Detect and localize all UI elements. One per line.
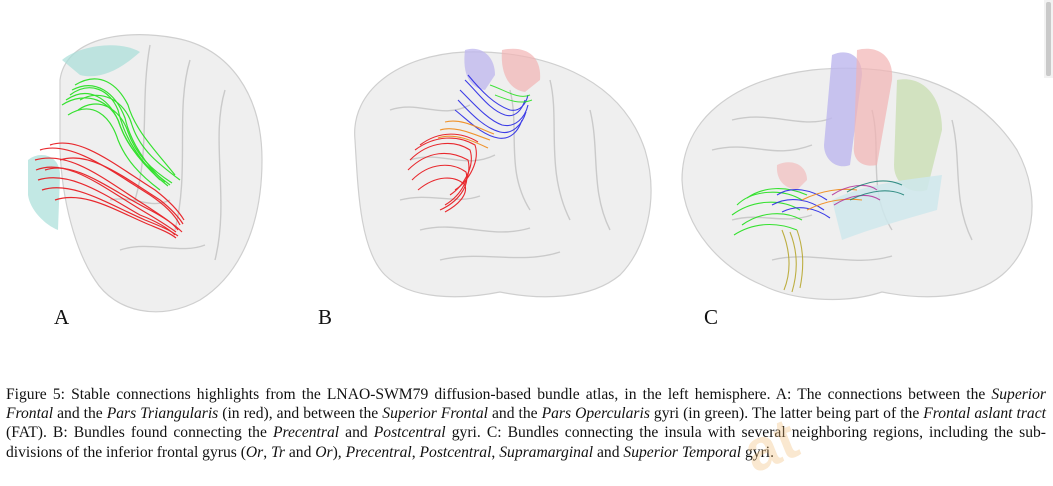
caption-text: (FAT). B: Bundles found connecting the bbox=[6, 424, 273, 442]
caption-term: Pars Opercularis bbox=[541, 405, 650, 422]
panel-a: A bbox=[0, 0, 280, 340]
figure-5: A bbox=[0, 0, 1053, 340]
caption-text: and bbox=[339, 424, 374, 442]
green-bundle bbox=[61, 78, 181, 191]
red-bundle bbox=[34, 142, 185, 239]
panel-label-b: B bbox=[318, 305, 333, 329]
teal-bundle bbox=[846, 180, 905, 201]
caption-text: Figure 5: Stable connections highlights … bbox=[6, 385, 992, 403]
caption-term: Frontal aslant tract bbox=[923, 405, 1046, 422]
caption-text: , bbox=[411, 443, 420, 461]
orange-bundle bbox=[801, 188, 863, 211]
caption-text: , bbox=[491, 443, 500, 461]
caption-term: Postcentral bbox=[419, 443, 492, 461]
caption-text: ), bbox=[332, 443, 346, 461]
vertical-scrollbar[interactable] bbox=[1044, 0, 1053, 78]
caption-term: Pars Triangularis bbox=[106, 405, 219, 422]
caption-text: (in red), and between the bbox=[218, 405, 383, 422]
blue-bundle bbox=[771, 189, 831, 219]
scrollbar-thumb[interactable] bbox=[1046, 2, 1051, 76]
caption-text: gyri. C: Bundles connecting the insula w… bbox=[6, 424, 1046, 461]
caption-text: and bbox=[593, 443, 624, 461]
caption-term: Or bbox=[245, 443, 264, 461]
caption-text: gyri. bbox=[741, 443, 775, 461]
panel-c: C bbox=[672, 0, 1053, 340]
caption-term: Superior Temporal bbox=[623, 443, 742, 461]
blue-bundle bbox=[454, 74, 529, 139]
caption-text: gyri (in green). The latter being part o… bbox=[649, 405, 924, 422]
orange-bundle bbox=[437, 120, 495, 149]
caption-text: and the bbox=[487, 405, 542, 422]
red-bundle bbox=[407, 133, 479, 213]
olive-bundle bbox=[781, 229, 804, 293]
green-bundle bbox=[731, 188, 808, 236]
panel-label-a: A bbox=[54, 305, 70, 329]
caption-term: Precentral bbox=[345, 443, 412, 461]
caption-text: , bbox=[263, 443, 272, 461]
caption-text: and bbox=[284, 443, 316, 461]
caption-term: Or bbox=[315, 443, 333, 461]
caption-term: Supramarginal bbox=[499, 443, 594, 461]
caption-term: Superior Frontal bbox=[6, 385, 1046, 422]
panel-b: B bbox=[290, 0, 670, 340]
caption-text: and the bbox=[53, 405, 107, 422]
caption-term: Postcentral bbox=[373, 424, 446, 442]
caption-term: Superior Frontal bbox=[382, 405, 488, 422]
green-bundle bbox=[489, 84, 533, 103]
panel-b-brain-render bbox=[354, 48, 652, 298]
panel-a-brain-render bbox=[28, 34, 263, 313]
caption-term: Precentral bbox=[272, 424, 340, 442]
figure-caption: Figure 5: Stable connections highlights … bbox=[6, 385, 1046, 463]
panel-c-brain-render bbox=[681, 48, 1033, 301]
caption-term: Tr bbox=[271, 443, 285, 461]
panel-label-c: C bbox=[704, 305, 719, 329]
